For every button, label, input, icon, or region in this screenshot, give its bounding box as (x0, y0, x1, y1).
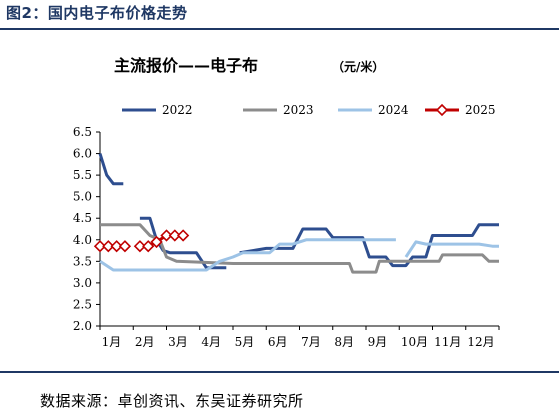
series-line-2022 (98, 153, 124, 186)
legend-marker-2025 (435, 103, 449, 117)
y-tick-label: 6.5 (73, 125, 92, 139)
series-line-2022 (139, 216, 227, 270)
x-tick-label: 2月 (135, 335, 155, 349)
chart-unit: （元/米） (332, 59, 384, 74)
chart-legend: 2022 2023 2024 2025 (122, 103, 496, 117)
x-tick-label: 6月 (268, 335, 288, 349)
line-chart: 主流报价——电子布 （元/米） 2022 2023 2024 2025 2.0 2.5 3… (73, 56, 500, 349)
top-rule (0, 28, 559, 30)
x-tick-label: 1月 (102, 335, 122, 349)
y-tick-label: 4.0 (73, 233, 92, 247)
data-point-2025 (160, 229, 173, 242)
series-line-2024 (99, 238, 396, 272)
x-tick-label: 4月 (201, 335, 221, 349)
series-line-2023 (100, 223, 499, 274)
x-tick-label: 9月 (368, 335, 388, 349)
y-tick-label: 4.5 (73, 211, 92, 225)
y-tick-label: 6.0 (73, 147, 92, 161)
chart-axes: 2.0 2.5 3.0 3.5 4.0 4.5 5.0 5.5 6.0 6.5 1月 2月 3月 4月 5月… (73, 125, 500, 349)
data-point-2025 (118, 240, 132, 253)
bottom-rule (0, 371, 559, 373)
data-point-2025 (93, 240, 107, 253)
legend-label-2023: 2023 (283, 103, 314, 117)
x-tick-label: 5月 (235, 335, 255, 349)
source-note: 数据来源：卓创资讯、东吴证券研究所 (40, 392, 304, 410)
data-point-2025 (176, 229, 190, 242)
figure-title: 图2：国内电子布价格走势 (6, 4, 188, 22)
series-line-2022 (239, 223, 499, 268)
x-tick-label: 7月 (301, 335, 321, 349)
chart-series (93, 153, 499, 274)
data-point-2025 (102, 240, 115, 253)
y-tick-label: 2.0 (73, 319, 92, 333)
y-tick-label: 5.0 (73, 190, 92, 204)
y-tick-label: 3.5 (73, 254, 92, 268)
y-tick-label: 2.5 (73, 297, 92, 311)
x-tick-label: 12月 (467, 335, 494, 349)
series-line-2024 (404, 240, 499, 258)
data-point-2025 (133, 240, 147, 253)
y-tick-label: 5.5 (73, 168, 92, 182)
legend-label-2024: 2024 (378, 103, 409, 117)
x-tick-label: 8月 (334, 335, 354, 349)
y-tick-label: 3.0 (73, 276, 92, 290)
data-point-2025 (142, 240, 155, 253)
data-point-2025 (110, 240, 123, 253)
x-tick-label: 10月 (401, 335, 428, 349)
chart-title: 主流报价——电子布 (114, 56, 258, 75)
x-tick-label: 3月 (168, 335, 188, 349)
legend-label-2025: 2025 (465, 103, 496, 117)
legend-label-2022: 2022 (162, 103, 193, 117)
data-point-2025 (168, 229, 181, 242)
data-point-2025 (150, 235, 163, 249)
x-tick-label: 11月 (434, 335, 461, 349)
